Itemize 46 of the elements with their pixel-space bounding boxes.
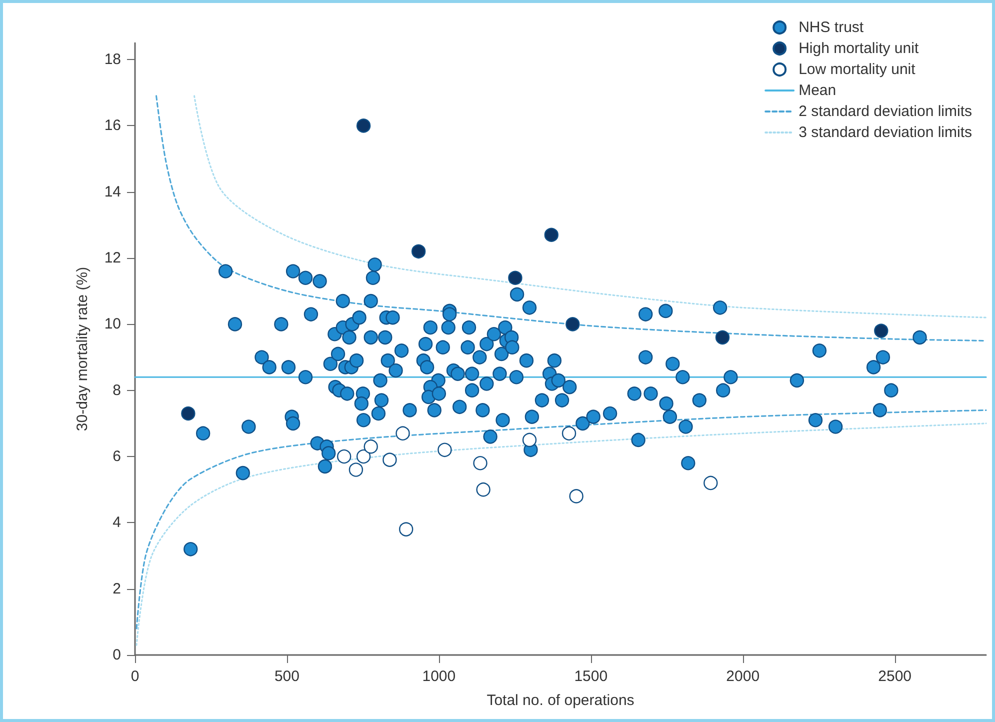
legend-label: Mean	[798, 82, 836, 99]
point	[522, 432, 537, 448]
point	[544, 228, 558, 242]
x-tick-label: 500	[274, 668, 300, 685]
point	[181, 406, 196, 421]
y-tick-label: 16	[104, 117, 121, 134]
legend-label: Low mortality unit	[798, 61, 916, 78]
y-tick-label: 6	[112, 448, 121, 466]
point	[356, 449, 371, 464]
point	[396, 426, 410, 440]
point	[874, 324, 888, 338]
point	[715, 330, 730, 345]
point	[337, 449, 352, 464]
legend-label: NHS trust	[798, 19, 864, 36]
y-tick-label: 12	[104, 250, 121, 267]
legend-label: 2 standard deviation limits	[798, 103, 972, 120]
y-tick-label: 14	[104, 183, 121, 200]
x-tick-label: 1500	[574, 668, 608, 685]
y-tick-label: 8	[112, 382, 121, 399]
point	[562, 426, 576, 440]
y-tick-label: 4	[112, 514, 121, 532]
legend-label: High mortality unit	[798, 40, 920, 57]
point	[569, 489, 584, 504]
point	[348, 462, 364, 477]
point	[399, 522, 414, 536]
x-tick-label: 0	[130, 668, 140, 685]
x-tick-label: 2000	[726, 668, 760, 685]
point	[508, 270, 522, 285]
x-tick-label: 2500	[878, 668, 912, 685]
y-tick-label: 0	[112, 646, 121, 664]
point	[356, 118, 371, 133]
y-tick-label: 10	[104, 316, 121, 333]
point	[438, 442, 452, 457]
point	[364, 439, 378, 454]
x-tick-label: 1000	[422, 668, 456, 685]
point	[566, 317, 580, 332]
point	[704, 476, 718, 490]
point	[382, 452, 397, 467]
y-axis-title: 30-day mortality rate (%)	[74, 266, 91, 432]
point	[476, 482, 490, 497]
y-tick-label: 18	[104, 51, 121, 68]
point	[411, 244, 426, 259]
legend-label: 3 standard deviation limits	[798, 124, 972, 141]
x-axis-title: Total no. of operations	[486, 692, 634, 709]
y-tick-label: 2	[112, 580, 121, 598]
point	[473, 456, 488, 470]
